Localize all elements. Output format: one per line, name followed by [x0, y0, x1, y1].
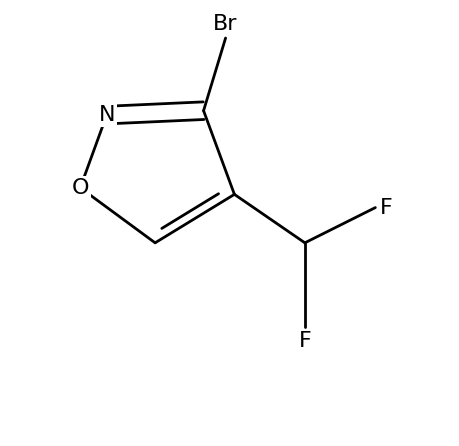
Text: Br: Br: [213, 14, 237, 33]
Text: O: O: [71, 178, 89, 198]
Text: F: F: [379, 198, 392, 218]
Text: F: F: [298, 331, 311, 351]
Text: N: N: [98, 105, 115, 125]
